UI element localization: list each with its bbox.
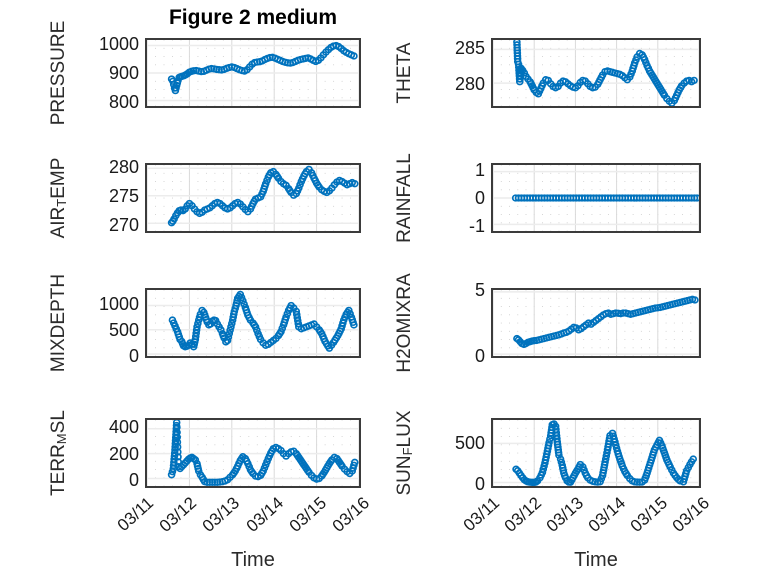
xaxis-label-right: Time bbox=[574, 549, 618, 571]
ytick-rainfall-1: 0 bbox=[474, 188, 485, 208]
plot-canvas-h2omixra bbox=[493, 290, 699, 356]
ytick-pressure-1: 900 bbox=[108, 63, 139, 83]
plot-canvas-sun_flux bbox=[493, 420, 699, 486]
plot-canvas-mixdepth bbox=[147, 290, 359, 356]
plot-area-mixdepth bbox=[145, 288, 361, 358]
plot-area-rainfall bbox=[491, 163, 701, 233]
ytick-rainfall-0: -1 bbox=[468, 216, 485, 236]
ytick-mixdepth-0: 0 bbox=[128, 345, 139, 366]
data-series-pressure bbox=[169, 43, 357, 94]
ylabel-sun_flux: SUNFLUX bbox=[394, 378, 416, 528]
ytick-air_temp-2: 280 bbox=[108, 156, 139, 177]
ytick-air_temp-0: 270 bbox=[108, 214, 139, 235]
ytick-theta-1: 285 bbox=[454, 38, 485, 58]
plot-area-terr_msl bbox=[145, 418, 361, 488]
ytick-terr_msl-0: 0 bbox=[128, 470, 139, 491]
ytick-mixdepth-1: 500 bbox=[108, 320, 139, 341]
data-series-terr_msl bbox=[169, 420, 358, 485]
ytick-pressure-2: 1000 bbox=[98, 33, 139, 54]
plot-area-h2omixra bbox=[491, 288, 701, 358]
ytick-theta-0: 280 bbox=[454, 73, 485, 94]
plot-canvas-pressure bbox=[147, 40, 359, 106]
ytick-terr_msl-1: 200 bbox=[108, 443, 139, 464]
ylabel-tail-sun_flux: LUX bbox=[394, 410, 415, 448]
ytick-mixdepth-2: 1000 bbox=[98, 294, 139, 315]
ytick-pressure-0: 800 bbox=[108, 92, 139, 113]
data-series-theta bbox=[514, 40, 697, 106]
plot-canvas-terr_msl bbox=[147, 420, 359, 486]
major-grid-air_temp bbox=[147, 165, 359, 231]
plot-area-pressure bbox=[145, 38, 361, 108]
ytick-h2omixra-1: 5 bbox=[474, 279, 485, 300]
major-grid-h2omixra bbox=[493, 290, 699, 356]
plot-area-air_temp bbox=[145, 163, 361, 233]
ylabel-text-sun_flux: SUN bbox=[394, 455, 415, 496]
ytick-sun_flux-0: 0 bbox=[474, 474, 485, 495]
data-series-mixdepth bbox=[169, 292, 356, 352]
plot-canvas-theta bbox=[493, 40, 699, 106]
ytick-air_temp-1: 275 bbox=[108, 185, 139, 206]
plot-area-theta bbox=[491, 38, 701, 108]
plot-canvas-rainfall bbox=[493, 165, 699, 231]
ytick-rainfall-2: 1 bbox=[474, 160, 485, 180]
data-series-h2omixra bbox=[514, 297, 698, 348]
ytick-sun_flux-1: 500 bbox=[454, 432, 485, 453]
ylabel-subscript-sun_flux: F bbox=[400, 447, 415, 456]
xaxis-label-left: Time bbox=[231, 549, 275, 571]
data-series-air_temp bbox=[169, 167, 358, 226]
plot-canvas-air_temp bbox=[147, 165, 359, 231]
ytick-h2omixra-0: 0 bbox=[474, 346, 485, 367]
data-series-sun_flux bbox=[513, 421, 696, 485]
plot-area-sun_flux bbox=[491, 418, 701, 488]
data-series-rainfall bbox=[513, 195, 699, 201]
figure-title: Figure 2 medium bbox=[168, 6, 338, 29]
ytick-terr_msl-2: 400 bbox=[108, 417, 139, 438]
